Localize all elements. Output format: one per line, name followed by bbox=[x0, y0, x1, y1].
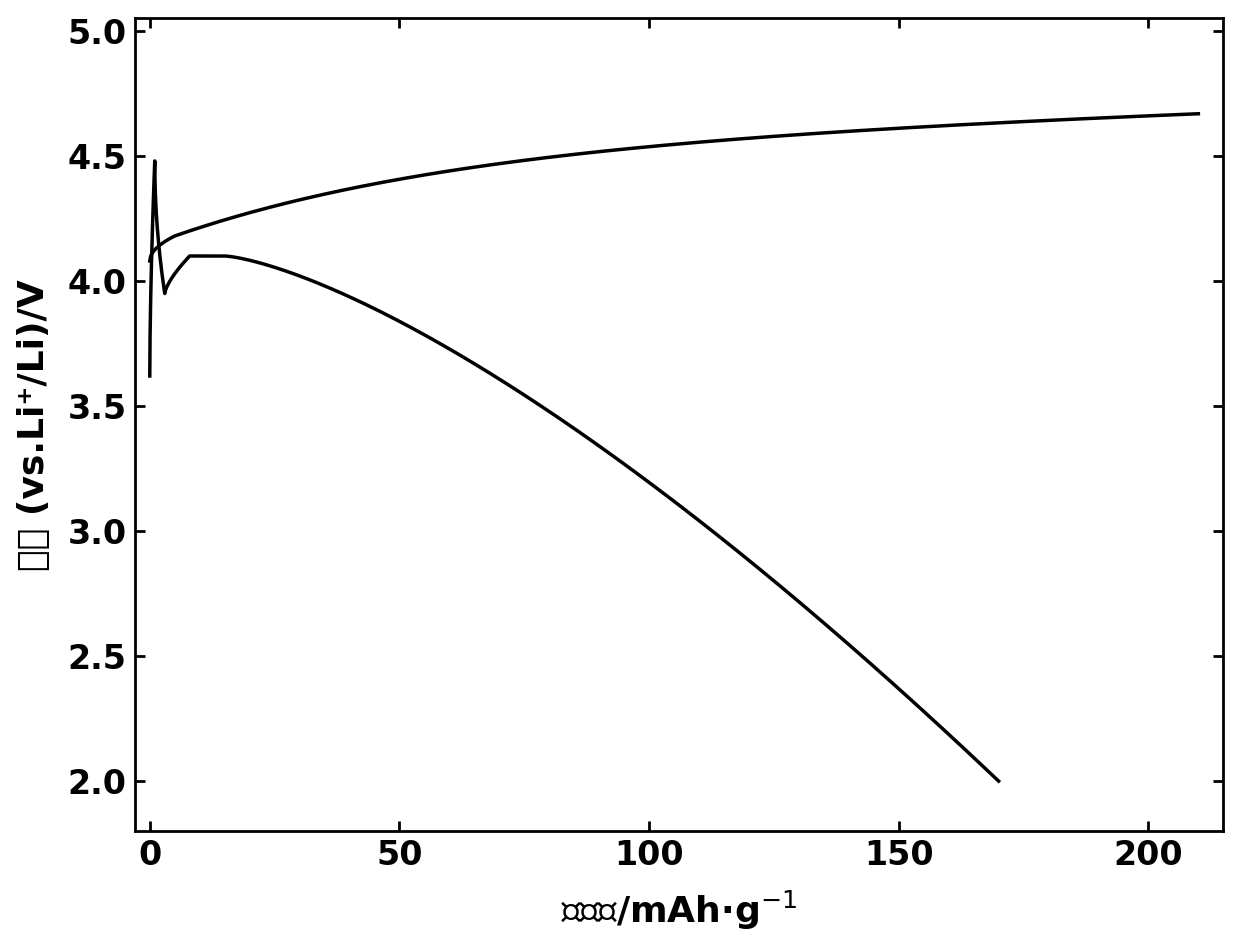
X-axis label: 比容量/mAh·g$^{-1}$: 比容量/mAh·g$^{-1}$ bbox=[560, 889, 797, 932]
Y-axis label: 电势 (vs.Li⁺/Li)/V: 电势 (vs.Li⁺/Li)/V bbox=[16, 279, 51, 570]
